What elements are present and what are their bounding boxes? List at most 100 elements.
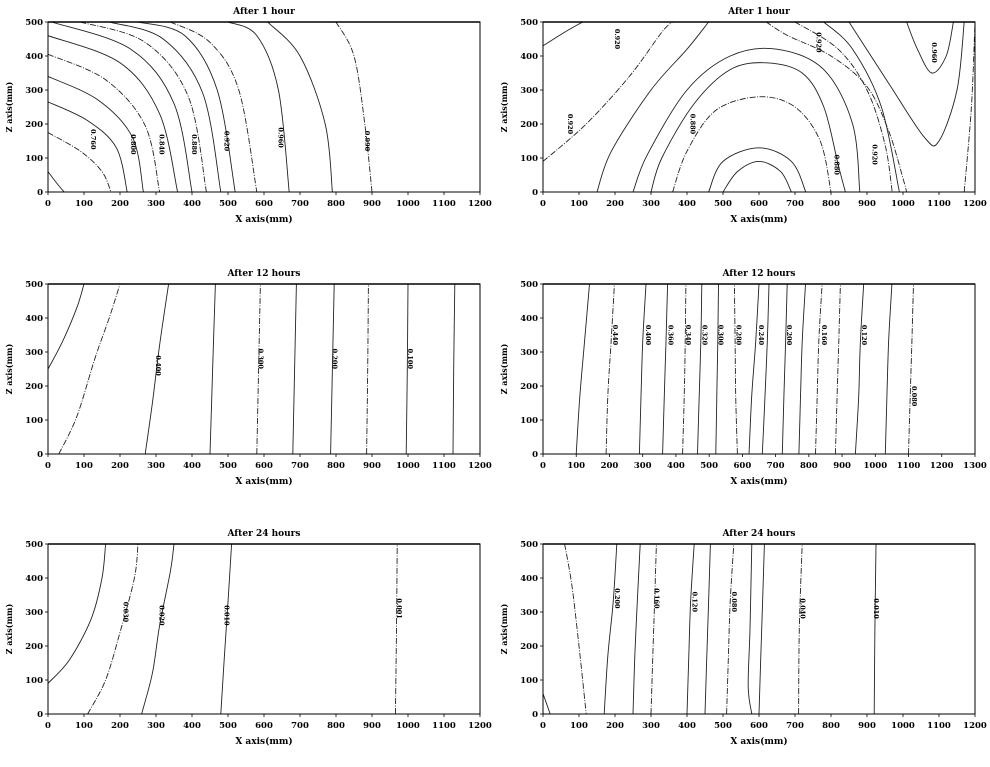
contour-label: 0.280 xyxy=(734,325,742,346)
contour-line xyxy=(59,284,120,454)
x-tick-label: 700 xyxy=(767,461,785,471)
contour-label: 0.840 xyxy=(158,134,166,155)
contour-line xyxy=(683,284,686,454)
x-tick-label: 100 xyxy=(75,461,93,471)
contour-label: 0.990 xyxy=(363,131,371,152)
y-tick-label: 0 xyxy=(532,188,538,198)
x-tick-label: 500 xyxy=(219,461,237,471)
contour-line xyxy=(874,544,876,714)
x-tick-label: 1300 xyxy=(963,461,987,471)
contour-line xyxy=(48,54,160,192)
chart-panel-6: After 24 hours 0.200 0.160 0.120 0.080 0.040 0… xyxy=(495,522,990,767)
x-tick-label: 300 xyxy=(147,721,165,731)
contour-label: 0.200 xyxy=(613,588,621,609)
contour-line xyxy=(849,22,964,146)
contour-label: 0.200 xyxy=(785,325,793,346)
contour-line xyxy=(749,284,759,454)
contour-line xyxy=(633,544,640,714)
y-tick-label: 400 xyxy=(25,52,43,62)
y-tick-label: 400 xyxy=(25,314,43,324)
y-tick-label: 0 xyxy=(37,450,43,460)
x-tick-label: 100 xyxy=(75,721,93,731)
x-tick-label: 800 xyxy=(327,721,345,731)
x-tick-label: 1200 xyxy=(468,461,492,471)
contour-line xyxy=(799,544,803,714)
x-tick-label: 1000 xyxy=(891,721,915,731)
x-tick-label: 600 xyxy=(255,199,273,209)
y-tick-label: 0 xyxy=(532,710,538,720)
y-tick-label: 300 xyxy=(520,608,538,618)
contour-line xyxy=(293,284,297,454)
x-tick-label: 300 xyxy=(642,721,660,731)
x-tick-label: 1200 xyxy=(963,199,987,209)
y-tick-label: 100 xyxy=(520,416,538,426)
y-tick-label: 200 xyxy=(520,382,538,392)
contour-group xyxy=(543,544,876,714)
contour-label: 0.030 xyxy=(122,602,130,623)
contour-label: 0.300 xyxy=(717,325,725,346)
plot-frame xyxy=(543,544,975,714)
contour-line xyxy=(257,284,261,454)
contour-line xyxy=(170,22,256,192)
x-tick-label: 900 xyxy=(363,199,381,209)
y-tick-label: 200 xyxy=(25,642,43,652)
contour-line xyxy=(782,284,787,454)
x-tick-label: 1000 xyxy=(863,461,887,471)
contour-line xyxy=(727,544,734,714)
contour-line xyxy=(48,36,178,192)
contour-label: 0.400 xyxy=(154,355,162,376)
contour-label: 0.040 xyxy=(798,598,806,619)
contour-line xyxy=(723,161,791,192)
y-tick-label: 200 xyxy=(520,642,538,652)
y-tick-label: 100 xyxy=(25,416,43,426)
contour-label: 0.010 xyxy=(222,605,230,626)
x-tick-label: 1100 xyxy=(432,461,456,471)
contour-line xyxy=(138,22,235,192)
contour-line xyxy=(799,284,806,454)
plot-frame xyxy=(543,284,975,454)
contour-line xyxy=(210,284,215,454)
x-tick-label: 300 xyxy=(642,199,660,209)
x-axis-label: X axis(mm) xyxy=(730,476,787,487)
y-tick-label: 300 xyxy=(25,608,43,618)
contour-label: 0.960 xyxy=(276,127,284,148)
contour-line xyxy=(336,22,372,192)
contour-line xyxy=(367,284,369,454)
x-tick-label: 1100 xyxy=(432,199,456,209)
contour-line xyxy=(228,22,289,192)
contour-label: 0.340 xyxy=(684,325,692,346)
x-tick-label: 800 xyxy=(327,461,345,471)
contour-line xyxy=(88,544,138,714)
contour-label: 0.160 xyxy=(653,588,661,609)
chart-svg-2: After 1 hour 0.920 0.920 0.880 0.920 0.880 0.9… xyxy=(495,0,990,245)
contour-line xyxy=(109,22,221,192)
contour-line xyxy=(651,544,656,714)
x-axis-label: X axis(mm) xyxy=(730,214,787,225)
contour-line xyxy=(142,544,174,714)
x-tick-label: 300 xyxy=(147,199,165,209)
contour-label: 0.240 xyxy=(757,325,765,346)
x-tick-label: 200 xyxy=(111,721,129,731)
plot-frame xyxy=(48,284,480,454)
contour-line xyxy=(633,48,860,192)
x-axis-label: X axis(mm) xyxy=(730,736,787,747)
x-tick-label: 400 xyxy=(678,721,696,731)
x-tick-label: 200 xyxy=(601,461,619,471)
y-axis-label: Z axis(mm) xyxy=(499,603,509,654)
x-tick-label: 1000 xyxy=(396,721,420,731)
contour-label: 0.920 xyxy=(613,29,621,50)
x-axis-label: X axis(mm) xyxy=(235,214,292,225)
x-tick-label: 900 xyxy=(363,721,381,731)
contour-line xyxy=(48,544,106,683)
contour-line xyxy=(663,284,668,454)
contour-line xyxy=(48,133,111,193)
y-tick-label: 400 xyxy=(520,314,538,324)
y-tick-label: 400 xyxy=(520,574,538,584)
contour-line xyxy=(543,22,583,46)
chart-svg-6: After 24 hours0.200 0.160 0.120 0.080 0.040 0… xyxy=(495,522,990,767)
chart-title: After 24 hours xyxy=(721,529,795,539)
contour-line xyxy=(395,544,397,714)
y-tick-label: 100 xyxy=(25,676,43,686)
y-tick-label: 500 xyxy=(25,18,43,28)
x-tick-label: 800 xyxy=(822,721,840,731)
